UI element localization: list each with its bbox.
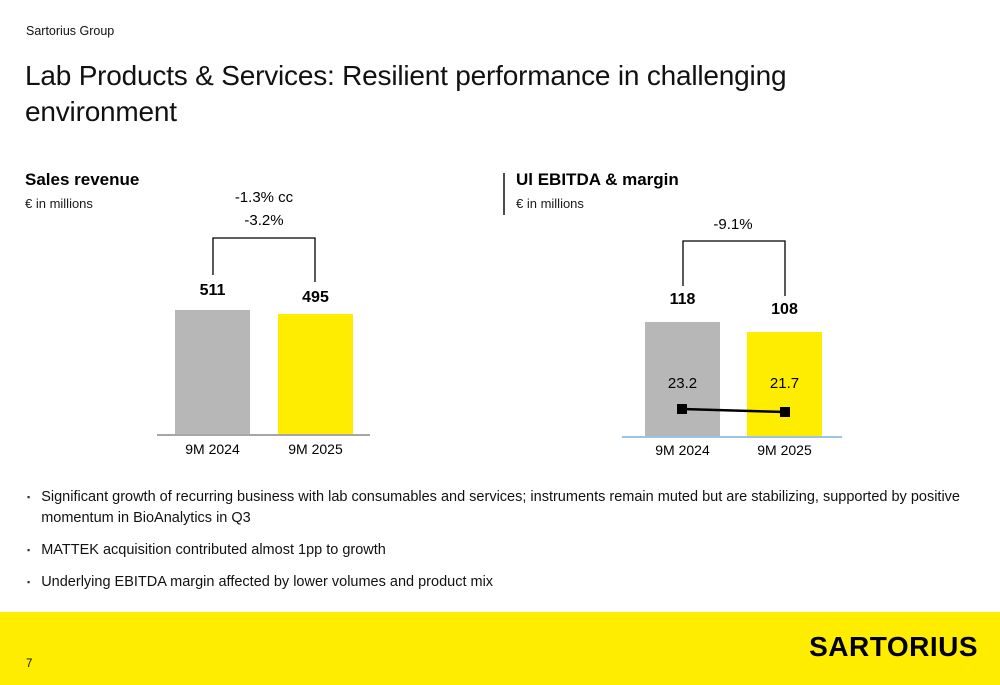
axis-baseline [157,434,370,436]
chart-title: Sales revenue [25,170,140,189]
category-label: 9M 2025 [757,442,812,458]
bullet-text: Significant growth of recurring business… [41,489,960,527]
list-item: ▪ Significant growth of recurring busine… [27,487,975,529]
chart-subtitle: € in millions [516,196,584,211]
company-label: Sartorius Group [26,24,115,38]
bullet-icon: ▪ [27,492,31,502]
change-line: -9.1% [713,216,753,233]
bar-value-label: 495 [302,289,329,306]
change-line-reported: -3.2% [244,211,284,229]
change-annotation: -9.1% [673,214,793,237]
sales-revenue-chart: Sales revenue € in millions -1.3% cc -3.… [25,170,495,475]
bullet-list: ▪ Significant growth of recurring busine… [27,487,975,604]
category-label: 9M 2024 [655,442,710,458]
chart-subtitle: € in millions [25,196,93,211]
page-number: 7 [26,658,33,670]
chart-title: Ul EBITDA & margin [516,170,679,189]
axis-baseline [622,436,842,438]
category-label: 9M 2025 [288,441,343,457]
margin-value-label: 21.7 [769,375,800,392]
bullet-text: Underlying EBITDA margin affected by low… [41,574,494,591]
category-label: 9M 2024 [185,441,240,457]
bar-9m-2025 [278,314,353,435]
bar-value-label: 511 [199,282,226,299]
change-annotation: -1.3% cc -3.2% [204,187,324,232]
bracket-line-icon [212,237,316,282]
list-item: ▪ MATTEK acquisition contributed almost … [27,540,975,561]
change-line-cc: -1.3% cc [234,189,294,206]
bar-value-label: 108 [771,301,798,318]
margin-value-label: 23.2 [667,375,698,392]
bullet-icon: ▪ [27,545,31,556]
sartorius-logo: SARTORIUS [809,631,978,662]
panel-divider [503,173,505,215]
page-title: Lab Products & Services: Resilient perfo… [25,60,787,128]
charts-section: Sales revenue € in millions -1.3% cc -3.… [0,170,1000,475]
footer-bar: 7 SARTORIUS [0,612,1000,685]
bar-9m-2024 [175,310,250,435]
bracket-line-icon [682,240,786,296]
list-item: ▪ Underlying EBITDA margin affected by l… [27,572,975,593]
bullet-text: MATTEK acquisition contributed almost 1p… [41,542,386,559]
bar-9m-2025 [747,332,822,437]
bar-9m-2024 [645,322,720,437]
bar-value-label: 118 [669,291,696,308]
ebitda-margin-chart: Ul EBITDA & margin € in millions -9.1% 1… [510,170,985,475]
bullet-icon: ▪ [27,577,31,588]
